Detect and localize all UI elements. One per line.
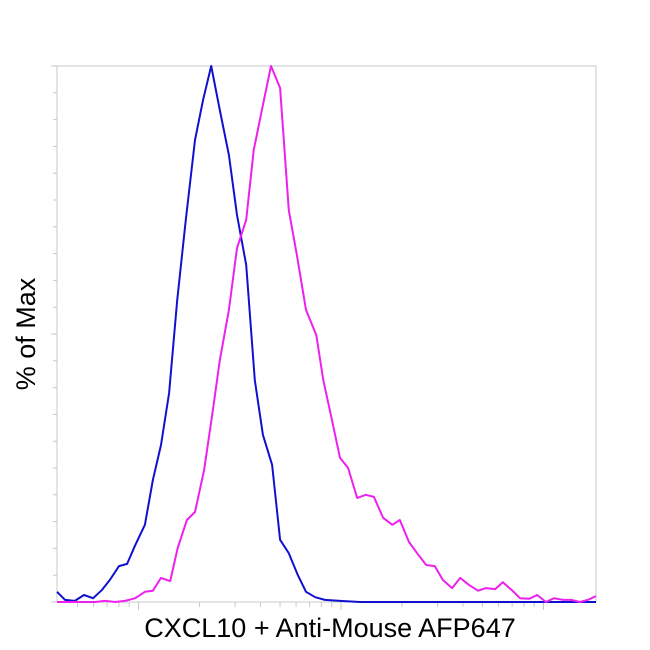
axis-ticks [51,65,544,610]
histogram-series-2 [57,65,597,603]
histogram-series-1 [56,65,596,603]
series-group [56,65,597,603]
x-axis-label: CXCL10 + Anti-Mouse AFP647 [144,613,515,643]
plot-frame [56,65,597,603]
y-axis-label: % of Max [11,277,41,390]
